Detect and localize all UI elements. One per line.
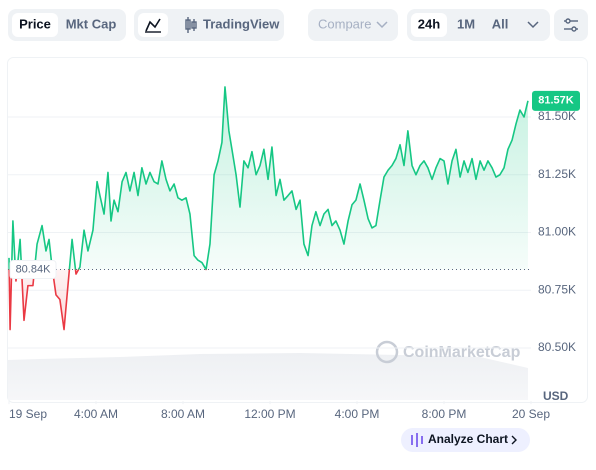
x-tick-label: 4:00 PM — [335, 407, 380, 421]
range-label[interactable]: All — [492, 16, 509, 31]
analyze-label[interactable]: Analyze Chart — [428, 432, 508, 446]
x-tick-label: 4:00 AM — [74, 407, 118, 421]
compare-dropdown[interactable] — [308, 9, 398, 41]
mkt-cap-tab-label[interactable]: Mkt Cap — [66, 16, 117, 31]
settings-button[interactable] — [554, 9, 588, 41]
toolbar: Price Mkt Cap TradingView Compare 24h 1M… — [8, 9, 588, 41]
y-unit: USD — [543, 389, 569, 403]
x-tick-label: 12:00 PM — [244, 407, 295, 421]
watermark-text: CoinMarketCap — [403, 344, 521, 361]
range-chevron[interactable] — [527, 21, 539, 29]
chart-frame — [7, 57, 588, 403]
volume-area — [8, 353, 528, 400]
y-tick-label: 80.50K — [538, 340, 576, 354]
y-tick-label: 81.25K — [538, 167, 576, 181]
price-area — [9, 86, 528, 330]
current-price-tag — [532, 90, 580, 111]
compare-label[interactable]: Compare — [318, 16, 371, 31]
x-tick-label: 8:00 PM — [422, 407, 467, 421]
compare-chevron — [376, 21, 388, 29]
y-tick-label: 81.00K — [538, 225, 576, 239]
analyze-icon — [411, 433, 423, 447]
range-label[interactable]: 24h — [418, 16, 440, 31]
x-tick-label: 19 Sep — [9, 407, 47, 421]
range-24h[interactable] — [411, 13, 447, 37]
x-tick-label: 8:00 AM — [161, 407, 205, 421]
price-line — [8, 86, 529, 331]
y-tick-label: 81.50K — [538, 109, 576, 123]
price-tab[interactable] — [12, 13, 58, 37]
range-label[interactable]: 1M — [457, 16, 475, 31]
tradingview-label[interactable]: TradingView — [203, 16, 280, 31]
price-tab-label[interactable]: Price — [19, 16, 51, 31]
analyze-button[interactable] — [401, 428, 530, 452]
current-price-label: 81.57K — [538, 95, 574, 107]
reference-label-box — [9, 259, 57, 279]
reference-label: 80.84K — [16, 263, 52, 275]
analyze-chevron — [511, 435, 517, 445]
settings-icon — [564, 18, 578, 32]
line-icon — [145, 18, 161, 32]
x-tick-label: 20 Sep — [512, 407, 550, 421]
y-tick-label: 80.75K — [538, 282, 576, 296]
candle-icon — [185, 17, 197, 33]
chart-toggle — [134, 9, 284, 41]
